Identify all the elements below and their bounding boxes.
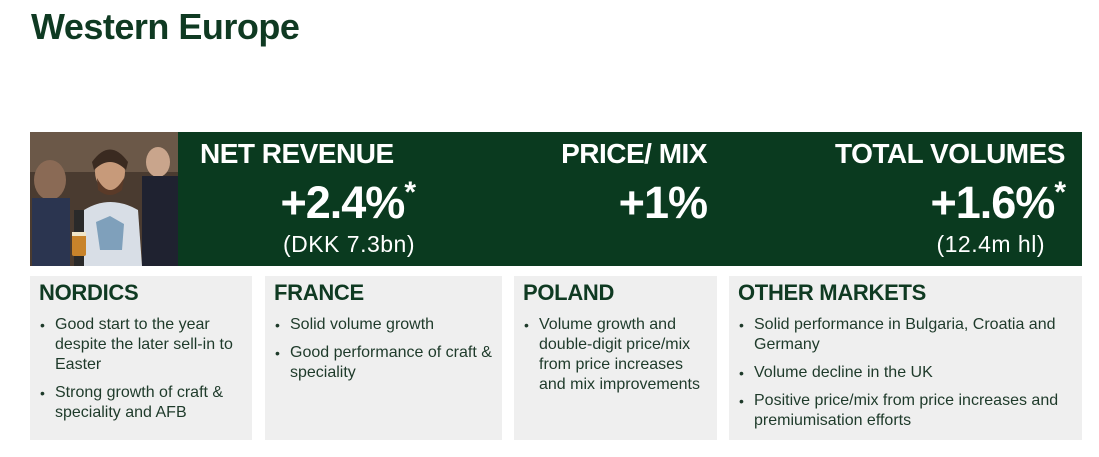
bullet-list: Solid volume growth Good performance of … (274, 315, 492, 383)
page-title: Western Europe (31, 6, 300, 47)
card-other-markets: OTHER MARKETS Solid performance in Bulga… (729, 276, 1082, 440)
kpi-label: PRICE/ MIX (561, 138, 707, 169)
kpi-label: NET REVENUE (200, 138, 394, 169)
list-item: Good performance of craft & speciality (274, 343, 492, 383)
card-nordics: NORDICS Good start to the year despite t… (30, 276, 252, 440)
kpi-total-volumes: TOTAL VOLUMES +1.6%* (12.4m hl) (790, 138, 1066, 258)
bullet-list: Good start to the year despite the later… (39, 315, 242, 423)
list-item: Volume growth and double-digit price/mix… (523, 315, 707, 395)
card-france: FRANCE Solid volume growth Good performa… (265, 276, 502, 440)
list-item: Solid performance in Bulgaria, Croatia a… (738, 315, 1072, 355)
kpi-value: +2.4% (280, 177, 405, 228)
list-item: Strong growth of craft & speciality and … (39, 383, 242, 423)
card-poland: POLAND Volume growth and double-digit pr… (514, 276, 717, 440)
card-title: POLAND (523, 280, 615, 305)
people-photo (30, 132, 178, 266)
kpi-value: +1% (618, 177, 708, 228)
footnote-marker: * (1054, 176, 1066, 209)
bullet-list: Solid performance in Bulgaria, Croatia a… (738, 315, 1072, 431)
list-item: Positive price/mix from price increases … (738, 391, 1072, 431)
card-title: FRANCE (274, 280, 364, 305)
card-title: OTHER MARKETS (738, 280, 926, 305)
kpi-subvalue: (12.4m hl) (936, 231, 1045, 257)
list-item: Volume decline in the UK (738, 363, 1072, 383)
kpi-value: +1.6% (930, 177, 1055, 228)
list-item: Good start to the year despite the later… (39, 315, 242, 375)
kpi-net-revenue: NET REVENUE +2.4%* (DKK 7.3bn) (200, 138, 416, 258)
bullet-list: Volume growth and double-digit price/mix… (523, 315, 707, 395)
kpi-label: TOTAL VOLUMES (835, 138, 1065, 169)
card-title: NORDICS (39, 280, 139, 305)
kpi-subvalue: (DKK 7.3bn) (282, 231, 415, 257)
list-item: Solid volume growth (274, 315, 492, 335)
kpi-price-mix: PRICE/ MIX +1% (520, 138, 708, 228)
kpi-banner (30, 132, 1082, 266)
footnote-marker: * (404, 176, 416, 209)
